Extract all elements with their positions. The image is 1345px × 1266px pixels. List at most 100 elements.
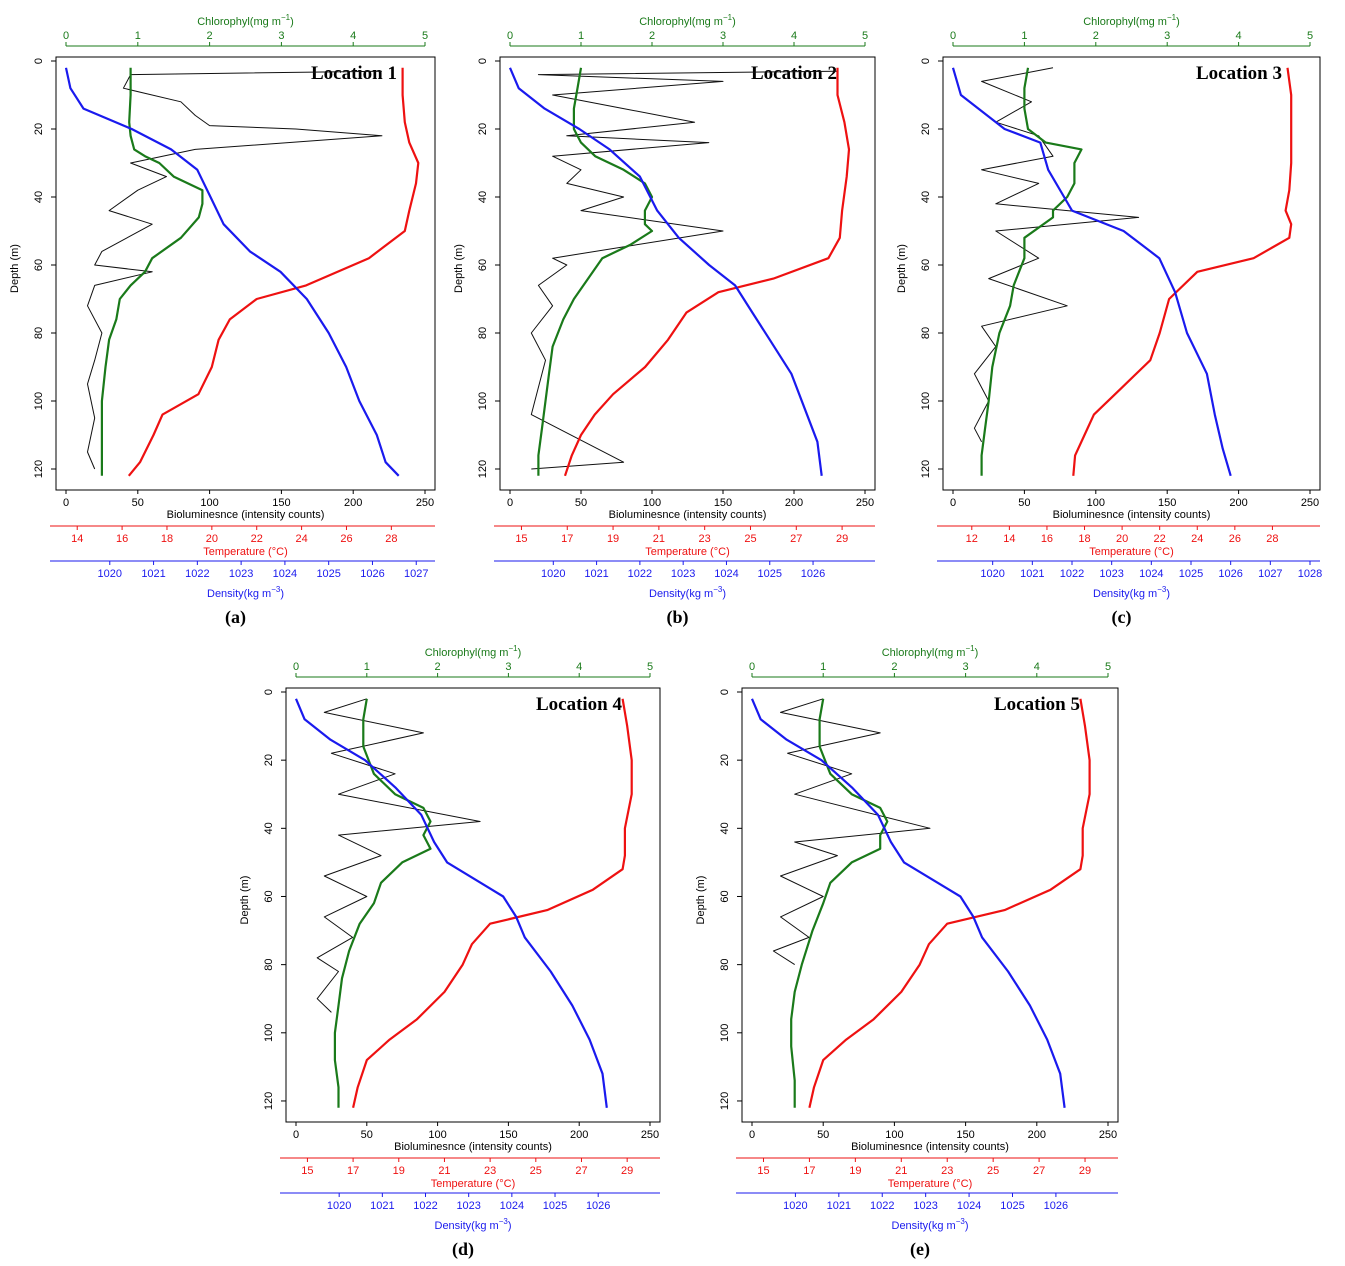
temperature-tick-label: 17 [803,1165,815,1177]
chlorophyll-tick-label: 4 [1236,30,1242,42]
bioluminescence-tick-label: 250 [416,497,434,509]
temperature-tick-label: 22 [1154,533,1166,545]
bioluminescence-tick-label: 100 [885,1129,903,1141]
chlorophyll-tick-label: 0 [950,30,956,42]
temperature-tick-label: 15 [515,533,527,545]
density-tick-label: 1023 [671,568,695,580]
chlorophyll-tick-label: 3 [963,661,969,673]
depth-axis-title: Depth (m) [453,244,465,293]
chlorophyll-tick-label: 0 [749,661,755,673]
density-tick-label: 1026 [1044,1200,1068,1212]
temperature-series-line [1072,67,1293,476]
depth-tick-label: 60 [920,259,932,271]
bioluminescence-axis-title: Bioluminesnce (intensity counts) [609,509,767,521]
chlorophyll-tick-label: 5 [1105,661,1111,673]
temperature-tick-label: 24 [295,533,307,545]
chlorophyll-tick-label: 0 [63,30,69,42]
chlorophyll-axis-title: Chlorophyl(mg m−1) [639,13,736,28]
chlorophyll-tick-label: 4 [350,30,356,42]
depth-axis-title: Depth (m) [9,244,21,293]
density-series-line [294,698,608,1108]
density-axis-title: Density(kg m−3) [892,1217,969,1232]
panel-label: (e) [910,1239,930,1260]
density-tick-label: 1025 [1000,1200,1024,1212]
temperature-tick-label: 19 [849,1165,861,1177]
bioluminescence-tick-label: 0 [293,1129,299,1141]
chlorophyll-axis-title: Chlorophyl(mg m−1) [882,644,979,659]
bioluminescence-tick-label: 50 [132,497,144,509]
density-tick-label: 1023 [229,568,253,580]
bioluminescence-tick-label: 150 [499,1129,517,1141]
plot-frame [741,687,1119,1123]
temperature-axis-title: Temperature (°C) [645,546,729,558]
temperature-tick-label: 26 [340,533,352,545]
bioluminescence-tick-label: 150 [272,497,290,509]
chlorophyll-axis-title: Chlorophyl(mg m−1) [197,13,294,28]
chlorophyll-tick-label: 5 [422,30,428,42]
density-axis-title: Density(kg m−3) [207,585,284,600]
temperature-tick-label: 21 [438,1165,450,1177]
panel-label: (c) [1112,607,1132,628]
density-tick-label: 1025 [543,1200,567,1212]
density-tick-label: 1026 [586,1200,610,1212]
bioluminescence-tick-label: 150 [714,497,732,509]
bioluminescence-axis-title: Bioluminesnce (intensity counts) [851,1141,1009,1153]
temperature-series-line [808,698,1091,1109]
chlorophyll-axis-title: Chlorophyl(mg m−1) [1083,13,1180,28]
panel-label: (d) [452,1239,474,1260]
density-tick-label: 1025 [1179,568,1203,580]
chlorophyll-tick-label: 1 [578,30,584,42]
density-tick-label: 1021 [1020,568,1044,580]
bioluminescence-tick-label: 200 [785,497,803,509]
density-tick-label: 1024 [500,1200,524,1212]
temperature-tick-label: 16 [116,533,128,545]
chlorophyll-series-line [333,698,432,1108]
bioluminescence-tick-label: 200 [1229,497,1247,509]
density-tick-label: 1022 [628,568,652,580]
depth-tick-label: 20 [920,123,932,135]
chlorophyll-tick-label: 2 [435,661,441,673]
bioluminescence-tick-label: 100 [1087,497,1105,509]
depth-tick-label: 60 [263,890,275,902]
density-tick-label: 1020 [783,1200,807,1212]
temperature-tick-label: 28 [385,533,397,545]
bioluminescence-tick-label: 100 [428,1129,446,1141]
bioluminescence-tick-label: 250 [1301,497,1319,509]
temperature-tick-label: 14 [71,533,83,545]
temperature-tick-label: 24 [1191,533,1203,545]
chlorophyll-tick-label: 4 [1034,661,1040,673]
chlorophyll-tick-label: 3 [720,30,726,42]
location-title: Location 2 [751,63,837,84]
temperature-tick-label: 28 [1266,533,1278,545]
depth-tick-label: 120 [719,1092,731,1110]
temperature-tick-label: 29 [836,533,848,545]
chlorophyll-tick-label: 3 [505,661,511,673]
density-tick-label: 1022 [413,1200,437,1212]
bioluminescence-tick-label: 0 [749,1129,755,1141]
depth-tick-label: 80 [719,959,731,971]
bioluminescence-tick-label: 50 [817,1129,829,1141]
bioluminescence-axis-title: Bioluminesnce (intensity counts) [167,509,325,521]
chlorophyll-tick-label: 2 [891,661,897,673]
density-tick-label: 1024 [1139,568,1163,580]
density-tick-label: 1028 [1298,568,1322,580]
depth-tick-label: 120 [920,460,932,478]
bioluminescence-tick-label: 250 [856,497,874,509]
bioluminescence-axis-title: Bioluminesnce (intensity counts) [1053,509,1211,521]
temperature-series-line [563,67,851,477]
density-series-line [951,67,1232,477]
temperature-tick-label: 23 [699,533,711,545]
location-title: Location 1 [311,63,397,84]
bioluminescence-series-line [772,698,931,966]
chlorophyll-tick-label: 0 [507,30,513,42]
depth-tick-label: 0 [719,689,731,695]
chlorophyll-tick-label: 5 [1307,30,1313,42]
temperature-tick-label: 20 [206,533,218,545]
location-title: Location 3 [1196,63,1282,84]
depth-axis-title: Depth (m) [239,876,251,925]
temperature-axis-title: Temperature (°C) [203,546,287,558]
temperature-tick-label: 27 [575,1165,587,1177]
plot-frame [55,56,436,491]
